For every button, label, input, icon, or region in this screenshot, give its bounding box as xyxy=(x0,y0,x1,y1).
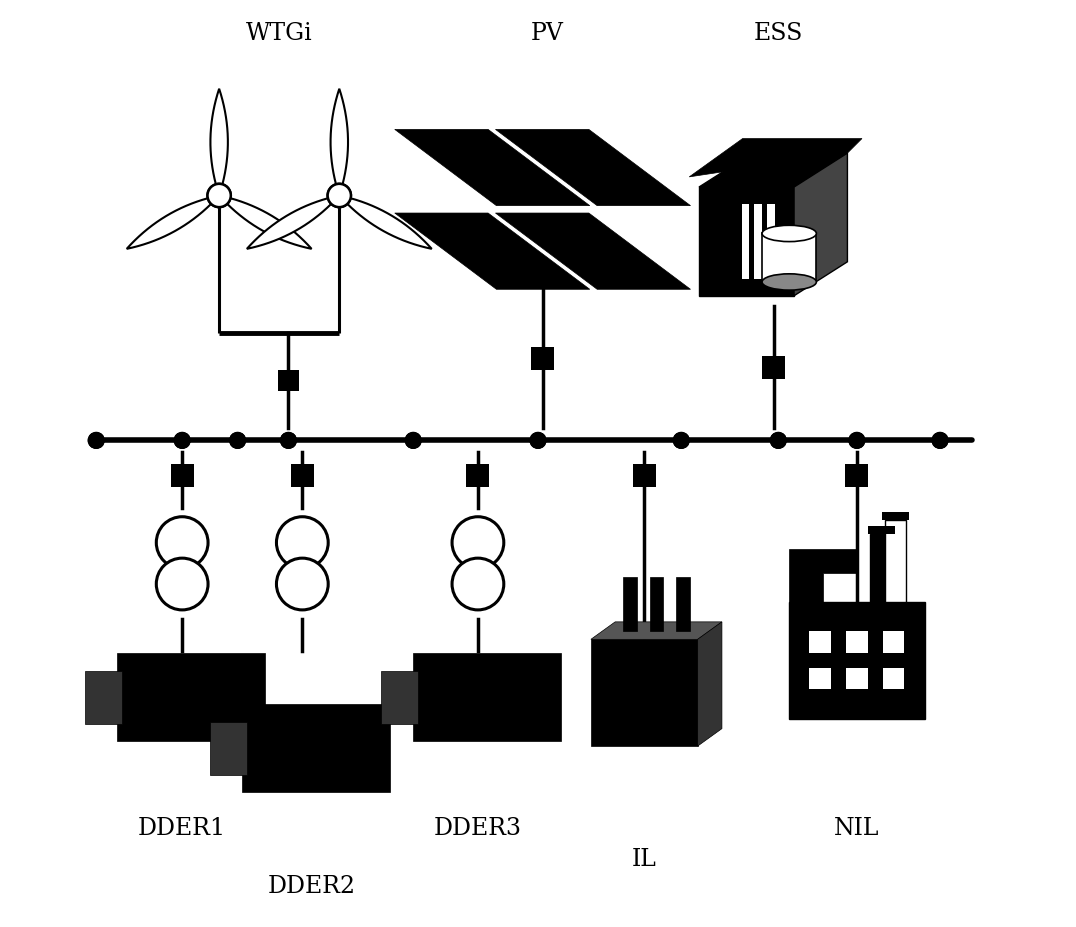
Circle shape xyxy=(277,516,328,568)
Bar xyxy=(767,204,775,279)
Text: ESS: ESS xyxy=(753,22,803,45)
Bar xyxy=(867,527,895,534)
Polygon shape xyxy=(789,549,856,603)
Circle shape xyxy=(849,433,865,449)
Circle shape xyxy=(452,558,504,610)
Bar xyxy=(381,671,417,724)
Bar xyxy=(846,631,867,653)
Circle shape xyxy=(328,184,351,207)
Bar xyxy=(210,722,246,774)
Bar xyxy=(171,464,194,487)
Polygon shape xyxy=(794,153,848,296)
Bar xyxy=(846,668,867,690)
Polygon shape xyxy=(699,187,794,296)
Polygon shape xyxy=(330,89,348,196)
Text: PV: PV xyxy=(530,22,564,45)
Bar xyxy=(846,464,868,487)
Bar xyxy=(85,671,122,724)
Circle shape xyxy=(770,433,787,449)
Polygon shape xyxy=(690,138,862,177)
Circle shape xyxy=(406,433,421,449)
Circle shape xyxy=(674,433,689,449)
Circle shape xyxy=(174,433,190,449)
Circle shape xyxy=(281,433,296,449)
Circle shape xyxy=(932,433,948,449)
Text: DDER1: DDER1 xyxy=(138,817,226,840)
Bar xyxy=(762,234,817,282)
Circle shape xyxy=(406,433,421,449)
Circle shape xyxy=(452,516,504,568)
Bar xyxy=(883,668,905,690)
Polygon shape xyxy=(495,213,691,289)
Polygon shape xyxy=(591,622,722,640)
Circle shape xyxy=(530,433,546,449)
Bar xyxy=(754,204,762,279)
Bar xyxy=(789,603,924,718)
Text: NIL: NIL xyxy=(834,817,879,840)
Bar xyxy=(809,668,831,690)
Circle shape xyxy=(174,433,190,449)
Circle shape xyxy=(281,433,296,449)
Text: IL: IL xyxy=(632,847,656,870)
Bar xyxy=(532,347,554,370)
Circle shape xyxy=(88,433,104,449)
Text: DDER2: DDER2 xyxy=(268,875,356,898)
Polygon shape xyxy=(697,622,722,746)
Bar xyxy=(884,520,906,603)
FancyBboxPatch shape xyxy=(242,705,391,792)
Ellipse shape xyxy=(762,273,817,290)
Text: WTGi: WTGi xyxy=(246,22,312,45)
Polygon shape xyxy=(220,196,312,248)
Bar xyxy=(278,370,299,391)
Bar xyxy=(870,534,892,603)
Circle shape xyxy=(156,558,208,610)
Circle shape xyxy=(88,433,104,449)
Bar xyxy=(650,578,663,630)
Circle shape xyxy=(230,433,245,449)
Bar xyxy=(741,204,749,279)
FancyBboxPatch shape xyxy=(413,654,561,742)
FancyBboxPatch shape xyxy=(117,654,266,742)
Circle shape xyxy=(849,433,865,449)
Text: DDER3: DDER3 xyxy=(434,817,522,840)
Bar xyxy=(633,464,656,487)
Ellipse shape xyxy=(762,225,817,242)
Bar xyxy=(466,464,490,487)
Bar xyxy=(623,578,637,630)
Circle shape xyxy=(208,184,230,207)
Circle shape xyxy=(277,558,328,610)
Polygon shape xyxy=(395,213,590,289)
Circle shape xyxy=(156,516,208,568)
Bar xyxy=(882,512,909,520)
Circle shape xyxy=(230,433,245,449)
Polygon shape xyxy=(495,130,691,206)
Polygon shape xyxy=(127,196,220,248)
Circle shape xyxy=(530,433,546,449)
Circle shape xyxy=(770,433,787,449)
Circle shape xyxy=(208,184,230,207)
Polygon shape xyxy=(699,153,848,187)
Bar xyxy=(677,578,690,630)
Bar xyxy=(591,640,697,746)
Polygon shape xyxy=(395,130,590,206)
Circle shape xyxy=(328,184,351,207)
Circle shape xyxy=(674,433,689,449)
Bar xyxy=(883,631,905,653)
Circle shape xyxy=(932,433,948,449)
Bar xyxy=(762,356,785,379)
Bar xyxy=(809,631,831,653)
Polygon shape xyxy=(211,89,228,196)
Polygon shape xyxy=(339,196,431,248)
Bar xyxy=(291,464,314,487)
Polygon shape xyxy=(246,196,339,248)
